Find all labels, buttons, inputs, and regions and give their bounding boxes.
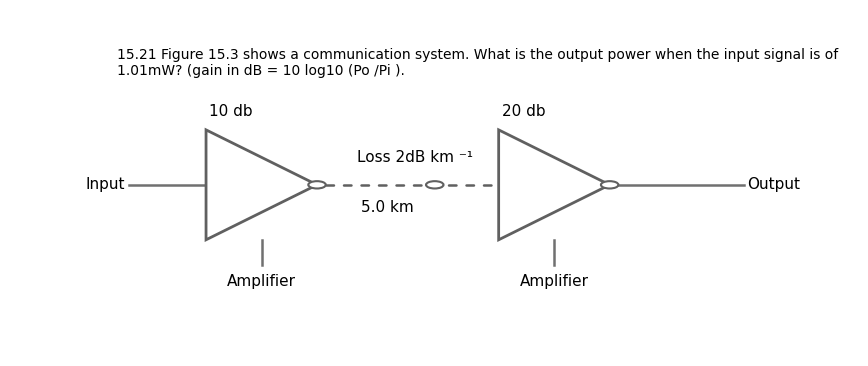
Text: 10 db: 10 db — [209, 104, 253, 119]
Text: Input: Input — [86, 178, 125, 192]
Text: Output: Output — [747, 178, 800, 192]
Polygon shape — [498, 130, 609, 240]
Circle shape — [426, 181, 444, 188]
Circle shape — [308, 181, 326, 188]
Text: Amplifier: Amplifier — [520, 274, 589, 289]
Text: 20 db: 20 db — [502, 104, 546, 119]
Text: 5.0 km: 5.0 km — [361, 200, 414, 215]
Text: 15.21 Figure 15.3 shows a communication system. What is the output power when th: 15.21 Figure 15.3 shows a communication … — [117, 48, 838, 78]
Text: Loss 2dB km ⁻¹: Loss 2dB km ⁻¹ — [357, 150, 472, 165]
Polygon shape — [206, 130, 317, 240]
Circle shape — [601, 181, 618, 188]
Text: Amplifier: Amplifier — [227, 274, 296, 289]
